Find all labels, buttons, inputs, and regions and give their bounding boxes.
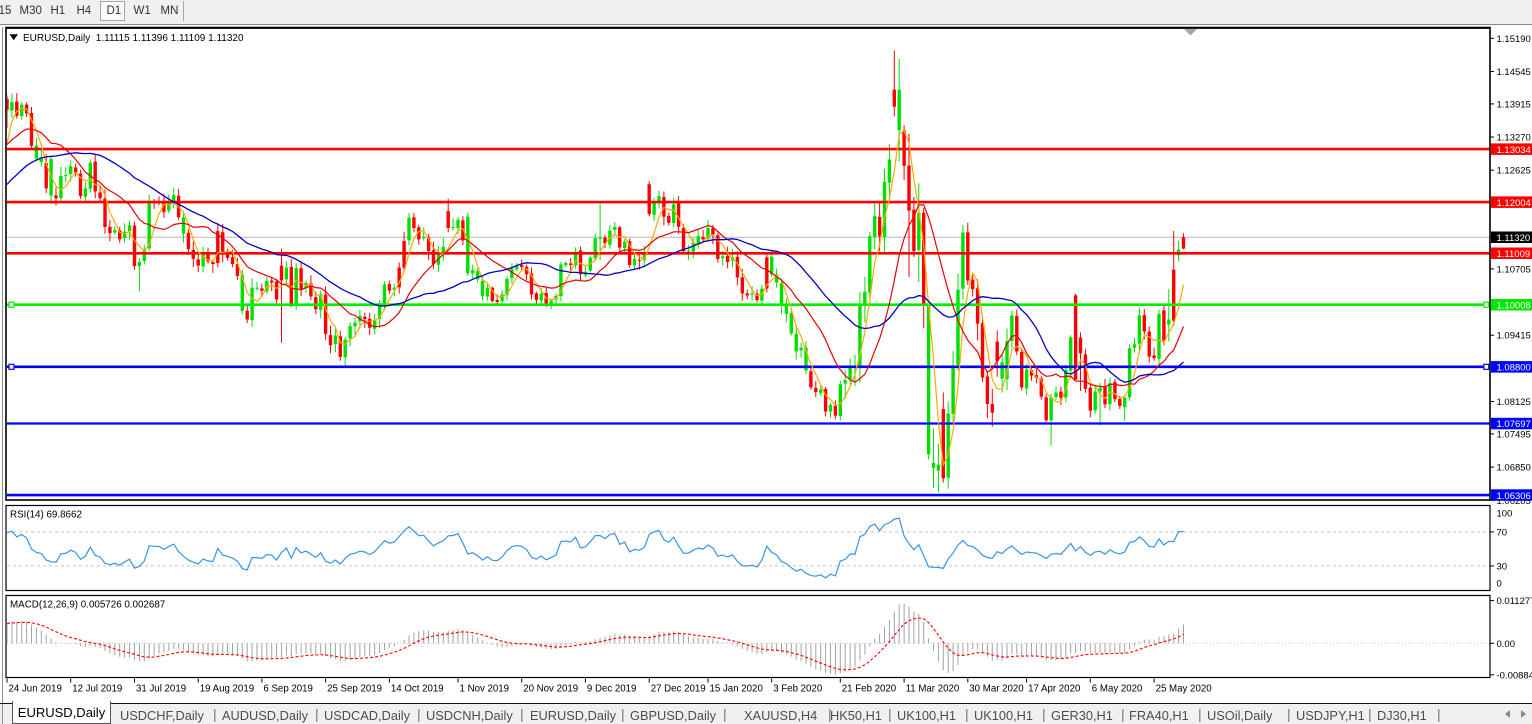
svg-text:0.00: 0.00 — [1497, 639, 1516, 650]
svg-text:1.08800: 1.08800 — [1497, 363, 1531, 374]
svg-text:11 Mar 2020: 11 Mar 2020 — [906, 684, 960, 695]
svg-text:EURUSD,Daily 1.11115 1.11396: EURUSD,Daily 1.11115 1.11396 1.11109 1.1… — [23, 33, 244, 44]
svg-text:6 Sep 2019: 6 Sep 2019 — [263, 684, 313, 695]
svg-text:14 Oct 2019: 14 Oct 2019 — [391, 684, 444, 695]
svg-text:27 Dec 2019: 27 Dec 2019 — [651, 684, 706, 695]
svg-text:25 May 2020: 25 May 2020 — [1156, 684, 1213, 695]
svg-text:1.13034: 1.13034 — [1497, 145, 1531, 156]
svg-text:-0.008845: -0.008845 — [1497, 670, 1532, 681]
svg-text:0.011277: 0.011277 — [1497, 596, 1532, 607]
svg-text:1.15190: 1.15190 — [1497, 34, 1531, 45]
svg-text:1.07495: 1.07495 — [1497, 429, 1531, 440]
svg-text:1.10705: 1.10705 — [1497, 264, 1531, 275]
svg-text:1.11320: 1.11320 — [1497, 233, 1531, 244]
svg-text:24 Jun 2019: 24 Jun 2019 — [9, 684, 62, 695]
svg-text:1.06205: 1.06205 — [1497, 496, 1531, 507]
svg-text:RSI(14) 69.8662: RSI(14) 69.8662 — [10, 510, 82, 521]
svg-text:1.13915: 1.13915 — [1497, 99, 1531, 110]
svg-text:1 Nov 2019: 1 Nov 2019 — [460, 684, 510, 695]
svg-text:0: 0 — [1497, 579, 1502, 590]
svg-text:15 Jan 2020: 15 Jan 2020 — [710, 684, 764, 695]
svg-text:30 Mar 2020: 30 Mar 2020 — [969, 684, 1024, 695]
svg-text:3 Feb 2020: 3 Feb 2020 — [773, 684, 823, 695]
svg-text:17 Apr 2020: 17 Apr 2020 — [1028, 684, 1081, 695]
svg-text:21 Feb 2020: 21 Feb 2020 — [842, 684, 897, 695]
svg-text:12 Jul 2019: 12 Jul 2019 — [72, 684, 122, 695]
svg-text:1.09415: 1.09415 — [1497, 331, 1531, 342]
svg-text:6 May 2020: 6 May 2020 — [1092, 684, 1143, 695]
svg-text:20 Nov 2019: 20 Nov 2019 — [523, 684, 578, 695]
svg-text:1.12625: 1.12625 — [1497, 166, 1531, 177]
svg-text:1.10008: 1.10008 — [1497, 300, 1531, 311]
svg-text:1.13270: 1.13270 — [1497, 133, 1531, 144]
svg-text:MACD(12,26,9) 0.005726 0.00268: MACD(12,26,9) 0.005726 0.002687 — [10, 600, 165, 611]
svg-text:1.06306: 1.06306 — [1497, 491, 1531, 502]
svg-text:100: 100 — [1497, 509, 1513, 520]
svg-text:9 Dec 2019: 9 Dec 2019 — [587, 684, 637, 695]
svg-text:25 Sep 2019: 25 Sep 2019 — [327, 684, 382, 695]
svg-text:19 Aug 2019: 19 Aug 2019 — [200, 684, 254, 695]
svg-text:1.12004: 1.12004 — [1497, 198, 1531, 209]
svg-text:1.06850: 1.06850 — [1497, 463, 1531, 474]
svg-text:30: 30 — [1497, 561, 1508, 572]
svg-text:1.14545: 1.14545 — [1497, 67, 1531, 78]
svg-text:1.08125: 1.08125 — [1497, 397, 1531, 408]
svg-text:1.07697: 1.07697 — [1497, 419, 1531, 430]
svg-text:70: 70 — [1497, 527, 1508, 538]
svg-text:31 Jul 2019: 31 Jul 2019 — [136, 684, 186, 695]
svg-text:1.11009: 1.11009 — [1497, 249, 1531, 260]
